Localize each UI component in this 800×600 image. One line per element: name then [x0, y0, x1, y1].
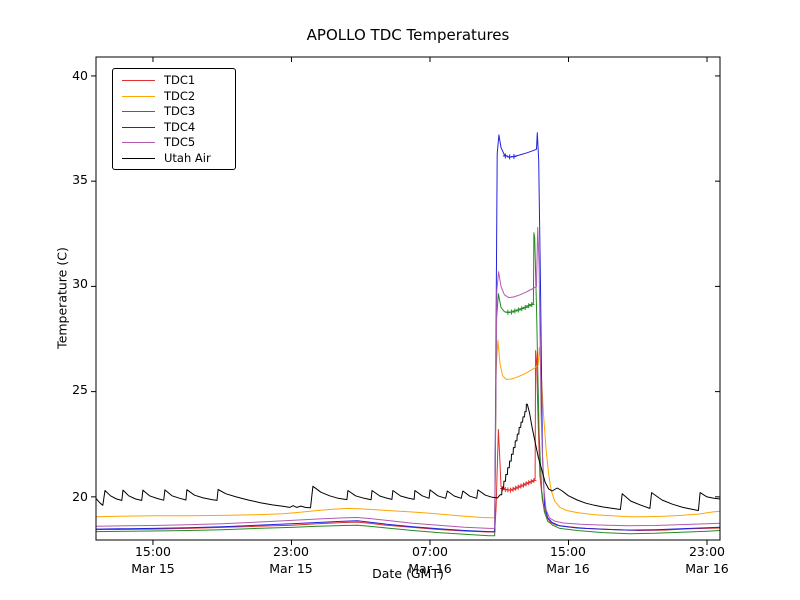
- y-tick-label-40: 40: [72, 68, 88, 83]
- x-tick-label-2: 07:00 Mar 16: [388, 543, 472, 577]
- series-tdc2: [96, 339, 720, 519]
- x-tick-time: 15:00: [549, 544, 587, 559]
- series-utah-air: [96, 403, 720, 511]
- x-tick-time: 23:00: [688, 544, 726, 559]
- legend-row-utah-air: Utah Air: [113, 151, 235, 167]
- chart-title: APOLLO TDC Temperatures: [306, 26, 510, 44]
- x-tick-label-0: 15:00 Mar 15: [111, 543, 195, 577]
- series-tdc5: [96, 227, 720, 529]
- legend-label: TDC1: [164, 73, 196, 88]
- x-tick-date: Mar 16: [685, 561, 729, 576]
- tick-marks: [91, 57, 720, 545]
- legend: TDC1 TDC2 TDC3 TDC4 TDC5 Utah Air: [112, 68, 236, 170]
- x-tick-label-1: 23:00 Mar 15: [249, 543, 333, 577]
- y-tick-label-20: 20: [72, 489, 88, 504]
- series-tdc1: [96, 350, 720, 533]
- legend-label: TDC4: [164, 119, 196, 134]
- x-tick-label-4: 23:00 Mar 16: [665, 543, 749, 577]
- legend-swatch-tdc2: [122, 95, 155, 97]
- series-tdc4: [96, 132, 720, 533]
- y-tick-label-25: 25: [72, 382, 88, 397]
- legend-row-tdc3: TDC3: [113, 104, 235, 120]
- legend-row-tdc4: TDC4: [113, 120, 235, 136]
- y-tick-label-30: 30: [72, 276, 88, 291]
- x-tick-time: 15:00: [134, 544, 172, 559]
- legend-swatch-tdc1: [122, 80, 155, 82]
- x-tick-date: Mar 15: [269, 561, 313, 576]
- x-tick-date: Mar 16: [408, 561, 452, 576]
- x-tick-date: Mar 15: [131, 561, 175, 576]
- x-axis-label: Date (GMT): [372, 566, 444, 581]
- legend-swatch-utah-air: [122, 157, 155, 159]
- x-tick-label-3: 15:00 Mar 16: [526, 543, 610, 577]
- series-tdc3: [96, 232, 720, 537]
- x-tick-time: 07:00: [411, 544, 449, 559]
- axes-frame: [95, 56, 721, 541]
- y-tick-label-35: 35: [72, 172, 88, 187]
- legend-label: TDC2: [164, 88, 196, 103]
- x-tick-time: 23:00: [272, 544, 310, 559]
- legend-row-tdc5: TDC5: [113, 135, 235, 151]
- legend-label: Utah Air: [164, 150, 211, 165]
- x-tick-date: Mar 16: [546, 561, 590, 576]
- legend-swatch-tdc3: [122, 111, 155, 113]
- legend-swatch-tdc4: [122, 126, 155, 128]
- legend-row-tdc1: TDC1: [113, 73, 235, 89]
- legend-row-tdc2: TDC2: [113, 89, 235, 105]
- legend-label: TDC3: [164, 104, 196, 119]
- legend-label: TDC5: [164, 135, 196, 150]
- series-lines: [96, 132, 720, 537]
- legend-swatch-tdc5: [122, 142, 155, 144]
